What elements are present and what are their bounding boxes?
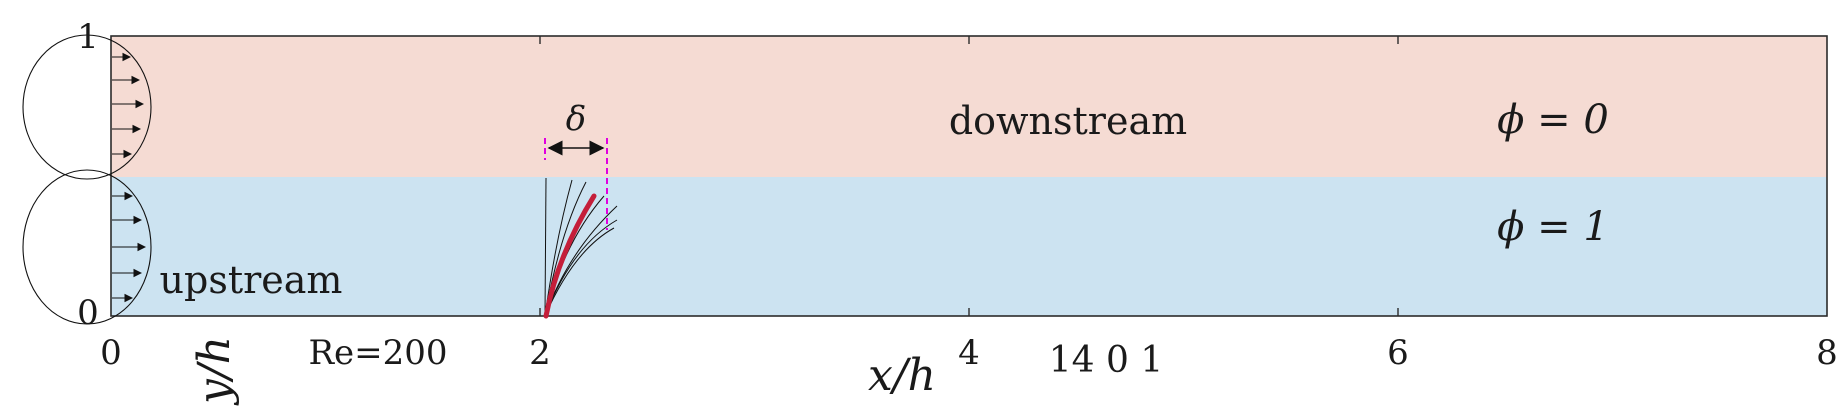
x-tick-2: 2: [529, 333, 551, 373]
upstream-label: upstream: [160, 258, 343, 302]
highlighted-filament: [543, 193, 597, 319]
y-axis-label: y/h: [189, 336, 240, 406]
x-axis-label: x/h: [868, 350, 936, 401]
lower-profile-ellipse: [22, 169, 152, 325]
upstream-region: [111, 177, 1827, 316]
y-tick-1: 1: [77, 17, 99, 57]
x-tick-6: 6: [1387, 333, 1409, 373]
y-tick-0: 0: [77, 293, 99, 333]
stray-number-label: 14 0 1: [1049, 340, 1164, 381]
x-tick-0: 0: [100, 333, 122, 373]
downstream-label: downstream: [949, 99, 1187, 143]
upper-profile-ellipse: [22, 34, 152, 180]
phi-lower-label: ϕ = 1: [1497, 204, 1609, 250]
inlet-velocity-arrows: [112, 52, 147, 303]
delta-label: δ: [566, 99, 586, 139]
x-tick-8: 8: [1816, 333, 1838, 373]
downstream-region: [111, 36, 1827, 177]
x-tick-4: 4: [958, 333, 980, 373]
reynolds-label: Re=200: [308, 333, 447, 373]
phi-upper-label: ϕ = 0: [1497, 97, 1609, 143]
delta-marker: [544, 138, 608, 230]
x-tick-marks: [539, 36, 1399, 316]
